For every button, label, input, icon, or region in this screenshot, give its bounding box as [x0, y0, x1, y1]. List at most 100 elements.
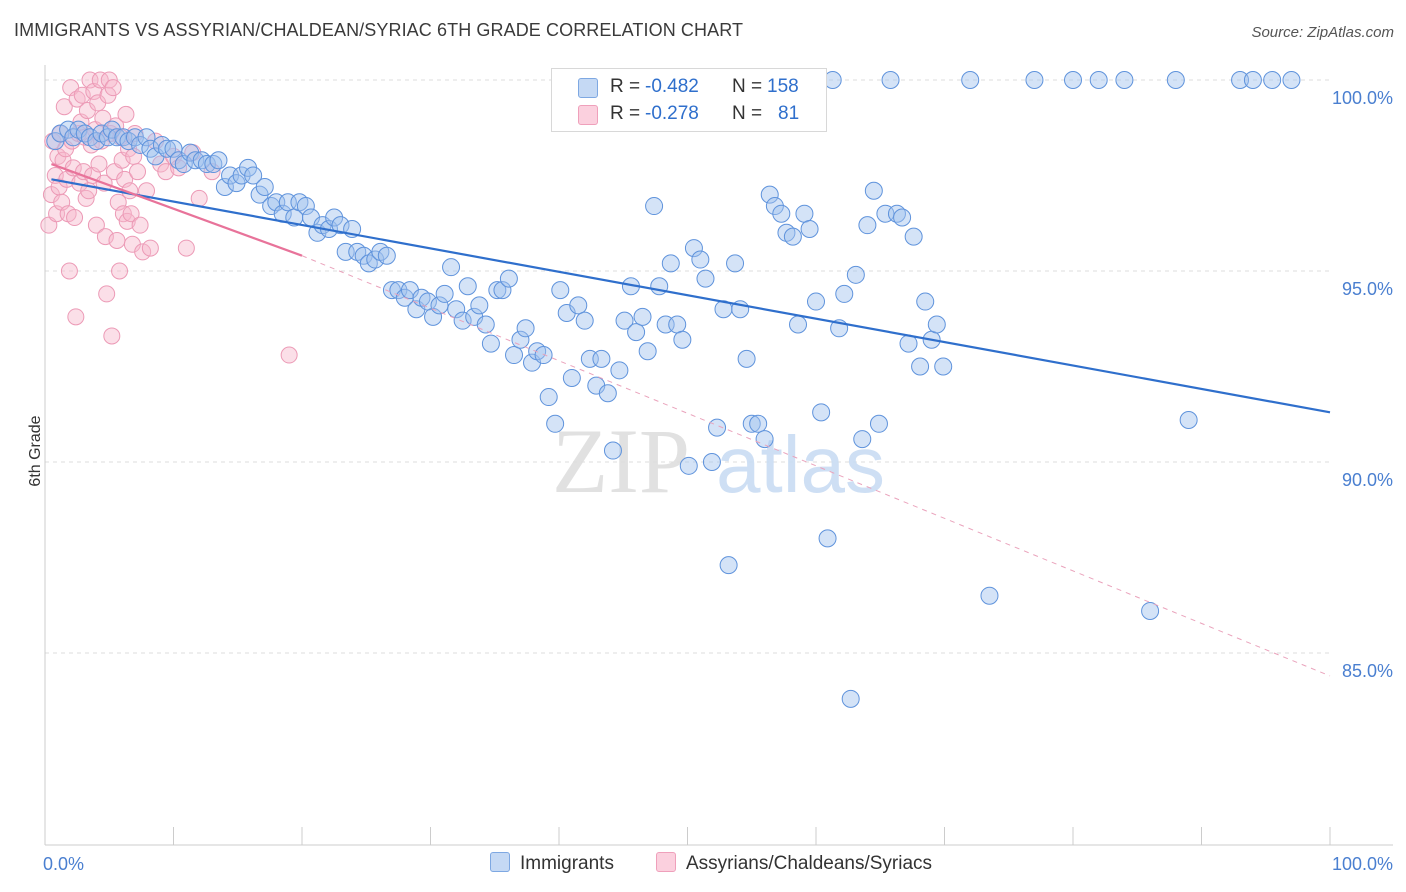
immigrant-point	[1141, 601, 1160, 620]
immigrant-point	[424, 307, 443, 326]
watermark-atlas: atlas	[716, 420, 885, 509]
blue-series-points	[46, 71, 1301, 708]
immigrant-point	[696, 269, 715, 288]
immigrant-point	[447, 300, 466, 319]
immigrant-point	[911, 357, 930, 376]
immigrant-point	[1089, 71, 1108, 89]
immigrant-point	[453, 311, 472, 330]
watermark: ZIP atlas	[552, 410, 885, 512]
immigrant-point	[1282, 71, 1301, 89]
immigrant-point	[1263, 71, 1282, 89]
bottom-legend-swatch-blue	[490, 852, 510, 872]
immigrant-point	[916, 292, 935, 311]
chart-title: IMMIGRANTS VS ASSYRIAN/CHALDEAN/SYRIAC 6…	[14, 20, 744, 40]
immigrant-point	[726, 254, 745, 273]
immigrant-point	[481, 334, 500, 353]
immigrant-point	[603, 441, 622, 460]
correlation-legend: R = -0.482 N = 158 R = -0.278 N = 81	[551, 68, 827, 132]
x-tick-label-min: 0.0%	[43, 854, 84, 874]
immigrant-point	[575, 311, 594, 330]
immigrant-point	[442, 258, 461, 277]
assyrian-point	[66, 209, 84, 227]
immigrant-point	[702, 453, 721, 471]
immigrant-point	[592, 349, 611, 368]
assyrian-point	[129, 163, 147, 181]
assyrian-point	[87, 216, 105, 234]
immigrant-point	[562, 368, 581, 387]
immigrant-point	[846, 265, 865, 284]
immigrant-point	[505, 346, 524, 365]
legend-n-value: 81	[778, 103, 800, 124]
immigrant-point	[255, 177, 274, 196]
immigrant-point	[511, 330, 530, 349]
immigrant-point	[800, 219, 819, 238]
immigrant-point	[430, 296, 449, 315]
immigrant-point	[296, 197, 315, 216]
assyrian-point	[81, 71, 99, 89]
immigrant-point	[470, 296, 489, 315]
immigrant-point	[772, 204, 791, 223]
immigrant-point	[1166, 71, 1185, 89]
immigrant-point	[645, 197, 664, 216]
immigrant-point	[1243, 71, 1262, 89]
immigrant-point	[598, 384, 617, 403]
axes	[44, 65, 1393, 846]
legend-r-label: R =	[610, 103, 641, 124]
assyrian-point	[90, 155, 108, 173]
assyrian-point	[103, 327, 121, 345]
immigrant-point	[174, 155, 193, 174]
immigrant-point	[499, 269, 518, 288]
assyrian-point	[111, 262, 129, 280]
immigrant-point	[534, 346, 553, 365]
immigrant-point	[215, 177, 234, 196]
immigrant-point	[476, 315, 495, 334]
immigrant-point	[131, 135, 150, 154]
legend-r-value: -0.278	[645, 103, 699, 124]
immigrant-point	[765, 197, 784, 216]
immigrant-point	[668, 315, 687, 334]
legend-n-label: N =	[732, 103, 763, 124]
immigrant-point	[869, 414, 888, 433]
assyrian-point	[134, 243, 152, 261]
immigrant-point	[164, 139, 183, 158]
immigrant-point	[546, 414, 565, 433]
immigrant-point	[661, 254, 680, 273]
immigrant-point	[749, 414, 768, 433]
assyrian-point	[67, 308, 85, 326]
assyrian-point	[55, 98, 73, 116]
immigrant-point	[209, 151, 228, 170]
immigrant-point	[719, 556, 738, 575]
immigrant-point	[569, 296, 588, 315]
immigrant-point	[893, 208, 912, 227]
bottom-legend-immigrants: Immigrants	[490, 852, 614, 875]
assyrian-point	[131, 216, 149, 234]
immigrant-point	[742, 414, 761, 433]
immigrant-point	[488, 281, 507, 300]
bottom-legend-assyrians: Assyrians/Chaldeans/Syriacs	[656, 852, 932, 875]
immigrant-point	[1115, 71, 1134, 89]
assyrian-point	[141, 239, 159, 257]
immigrant-point	[904, 227, 923, 246]
immigrant-point	[755, 430, 774, 449]
immigrant-point	[679, 456, 698, 475]
immigrant-point	[961, 71, 980, 89]
immigrant-point	[377, 246, 396, 265]
y-tick-label: 95.0%	[1342, 279, 1393, 299]
gridlines	[45, 79, 1330, 654]
legend-r-value: -0.482	[645, 76, 699, 97]
assyrian-point	[64, 159, 82, 177]
immigrant-point	[615, 311, 634, 330]
assyrian-point	[98, 285, 116, 303]
immigrant-point	[818, 529, 837, 548]
assyrian-point	[170, 159, 188, 177]
immigrant-point	[158, 139, 177, 158]
assyrian-point	[75, 163, 93, 181]
assyrian-point	[122, 205, 140, 223]
watermark-zip: ZIP	[552, 410, 690, 512]
immigrant-point	[1231, 71, 1250, 89]
y-tick-label: 85.0%	[1342, 661, 1393, 681]
immigrant-point	[691, 250, 710, 269]
immigrant-point	[980, 586, 999, 605]
immigrant-point	[934, 357, 953, 376]
